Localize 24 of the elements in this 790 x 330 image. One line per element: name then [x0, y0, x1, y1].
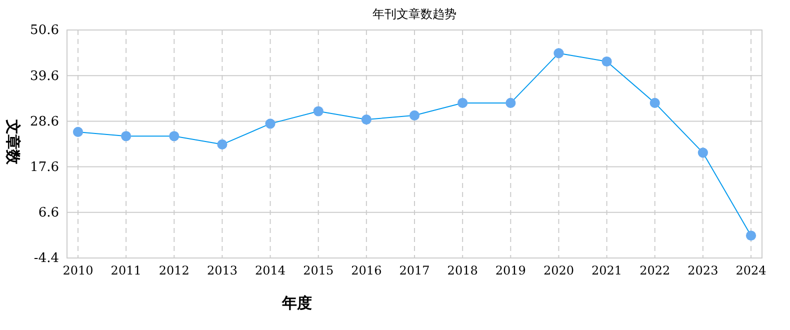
x-tick-label: 2024 — [736, 264, 767, 278]
x-tick-label: 2016 — [351, 264, 382, 278]
x-tick-label: 2020 — [543, 264, 574, 278]
x-tick-label: 2011 — [110, 264, 142, 278]
y-tick-label: 28.6 — [30, 114, 59, 130]
y-tick-label: -4.4 — [34, 251, 59, 266]
y-tick-label: 17.6 — [30, 160, 59, 175]
y-tick-label: 39.6 — [30, 68, 59, 84]
x-tick-label: 2019 — [495, 264, 526, 278]
y-tick-label: 6.6 — [38, 206, 59, 221]
x-axis-title: 年度 — [281, 294, 312, 312]
y-axis-title: 文章数 — [4, 118, 22, 166]
chart-title: 年刊文章数趋势 — [372, 7, 456, 21]
y-tick-label: 50.6 — [30, 23, 59, 38]
x-tick-label: 2013 — [206, 264, 238, 278]
x-tick-label: 2015 — [303, 264, 334, 278]
x-tick-label: 2017 — [399, 264, 430, 278]
x-tick-label: 2018 — [447, 264, 478, 278]
x-tick-label: 2021 — [592, 264, 622, 278]
x-tick-label: 2014 — [255, 264, 286, 278]
x-tick-label: 2012 — [158, 264, 190, 278]
x-tick-label: 2023 — [688, 264, 718, 278]
x-tick-label: 2010 — [62, 264, 94, 278]
x-tick-label: 2022 — [640, 264, 670, 278]
